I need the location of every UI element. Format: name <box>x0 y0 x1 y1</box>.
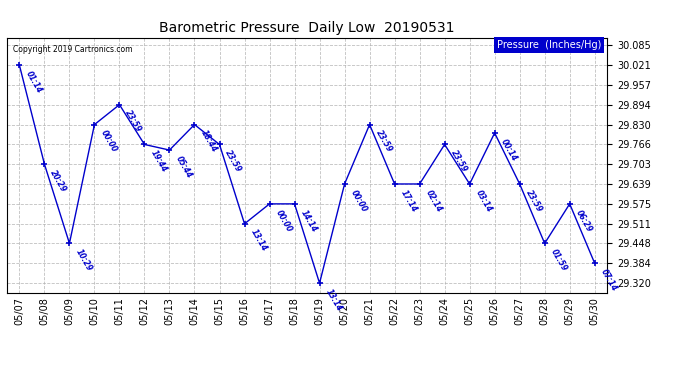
Text: 13:14: 13:14 <box>324 287 344 313</box>
Text: 23:59: 23:59 <box>524 188 544 213</box>
Text: 06:29: 06:29 <box>574 208 593 233</box>
Text: 23:59: 23:59 <box>374 129 393 154</box>
Text: 23:59: 23:59 <box>224 148 244 174</box>
Text: 01:14: 01:14 <box>23 69 43 94</box>
Text: 23:59: 23:59 <box>448 148 469 174</box>
Text: 13:14: 13:14 <box>248 228 268 253</box>
Text: 05:44: 05:44 <box>174 154 193 180</box>
Text: 23:59: 23:59 <box>124 109 144 134</box>
Text: 00:00: 00:00 <box>274 208 293 233</box>
Text: Pressure  (Inches/Hg): Pressure (Inches/Hg) <box>497 40 601 50</box>
Text: 07:14: 07:14 <box>599 267 619 293</box>
Text: 00:00: 00:00 <box>99 129 119 154</box>
Title: Barometric Pressure  Daily Low  20190531: Barometric Pressure Daily Low 20190531 <box>159 21 455 35</box>
Text: 10:29: 10:29 <box>74 248 93 273</box>
Text: 19:44: 19:44 <box>148 148 168 174</box>
Text: 01:59: 01:59 <box>549 248 569 273</box>
Text: 14:14: 14:14 <box>299 208 319 233</box>
Text: Copyright 2019 Cartronics.com: Copyright 2019 Cartronics.com <box>13 45 132 54</box>
Text: 03:14: 03:14 <box>474 188 493 213</box>
Text: 18:44: 18:44 <box>199 129 219 154</box>
Text: 02:14: 02:14 <box>424 188 444 213</box>
Text: 20:29: 20:29 <box>48 168 68 194</box>
Text: 00:14: 00:14 <box>499 137 519 162</box>
Text: 17:14: 17:14 <box>399 188 419 213</box>
Text: 00:00: 00:00 <box>348 188 368 213</box>
